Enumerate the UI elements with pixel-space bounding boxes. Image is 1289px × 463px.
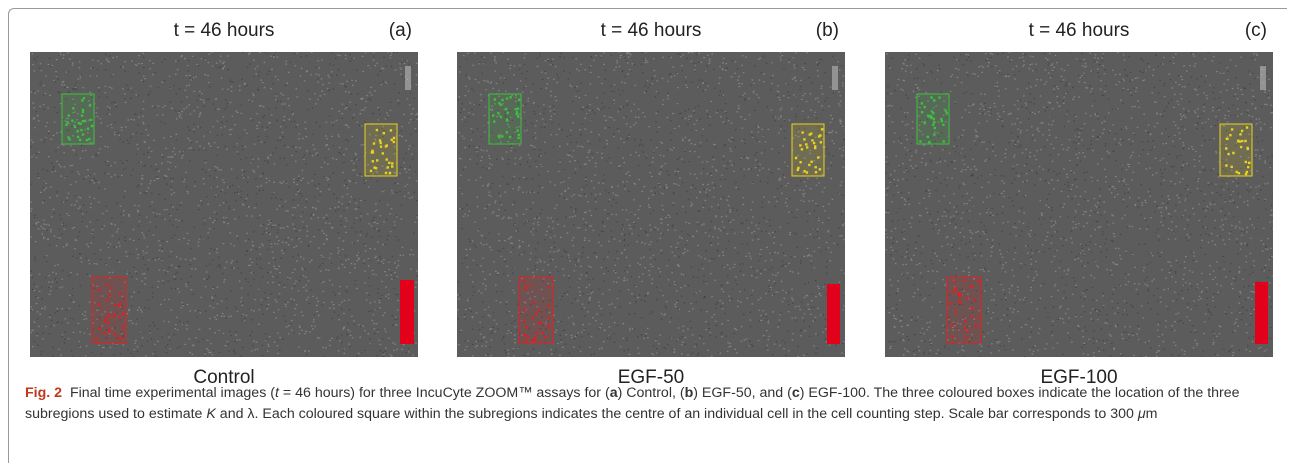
red-subregion-box	[91, 276, 127, 344]
scale-marker	[832, 66, 838, 90]
panel-b: t = 46 hours (b) EGF-50	[457, 20, 845, 388]
panel-caption: EGF-50	[617, 367, 685, 388]
green-subregion-box	[61, 93, 95, 145]
panel-caption: Control	[193, 367, 255, 388]
caption-text: Final time experimental images (	[69, 385, 275, 401]
micrograph-texture	[885, 52, 1273, 357]
micrograph-texture	[457, 52, 845, 357]
caption-ref-c: c	[791, 385, 800, 401]
scale-bar	[827, 284, 840, 344]
caption-var-t: t	[274, 385, 279, 401]
panel-title: t = 46 hours	[1028, 20, 1130, 41]
panel-title: t = 46 hours	[600, 20, 702, 41]
caption-ref-a: a	[609, 385, 618, 401]
micrograph-texture	[30, 52, 418, 357]
cell-markers	[95, 283, 125, 341]
caption-var-k: K	[206, 405, 216, 422]
caption-text: m	[1145, 405, 1158, 422]
red-subregion-box	[946, 276, 982, 344]
caption-text: ) EGF-50, and (	[693, 385, 792, 401]
scale-bar	[400, 280, 414, 344]
caption-var-mu: μ	[1137, 405, 1146, 422]
caption-text: ) Control, (	[617, 385, 685, 401]
micrograph-image	[885, 52, 1273, 357]
cell-markers	[794, 128, 824, 174]
caption-ref-b: b	[684, 385, 694, 401]
green-subregion-box	[488, 93, 522, 145]
panel-letter: (a)	[388, 20, 412, 41]
yellow-subregion-box	[364, 123, 398, 177]
scale-marker	[405, 66, 411, 90]
scale-bar	[1255, 282, 1268, 344]
caption-text: and λ. Each coloured square within the s…	[215, 405, 1138, 422]
panel-c: t = 46 hours (c) EGF-100	[885, 20, 1273, 388]
cell-markers	[65, 97, 94, 142]
cell-markers	[522, 279, 551, 343]
figure-caption: Fig. 2 Final time experimental images (t…	[25, 383, 1270, 424]
micrograph-image	[457, 52, 845, 357]
cell-markers	[492, 96, 521, 140]
scale-marker	[1260, 66, 1266, 90]
panel-title: t = 46 hours	[173, 20, 275, 41]
figure-frame	[8, 8, 1287, 463]
figure-label: Fig. 2	[25, 385, 63, 401]
caption-text: ) EGF-100. The three coloured boxes indi…	[25, 385, 1240, 422]
panel-letter: (c)	[1244, 20, 1267, 41]
cell-markers	[919, 96, 948, 144]
panel-caption: EGF-100	[1040, 367, 1118, 388]
micrograph-image	[30, 52, 418, 357]
panel-a: t = 46 hours (a) Control	[30, 20, 418, 388]
caption-text: = 46 hours) for three IncuCyte ZOOM™ ass…	[278, 385, 610, 401]
panel-letter: (b)	[815, 20, 839, 41]
cell-markers	[369, 128, 396, 175]
